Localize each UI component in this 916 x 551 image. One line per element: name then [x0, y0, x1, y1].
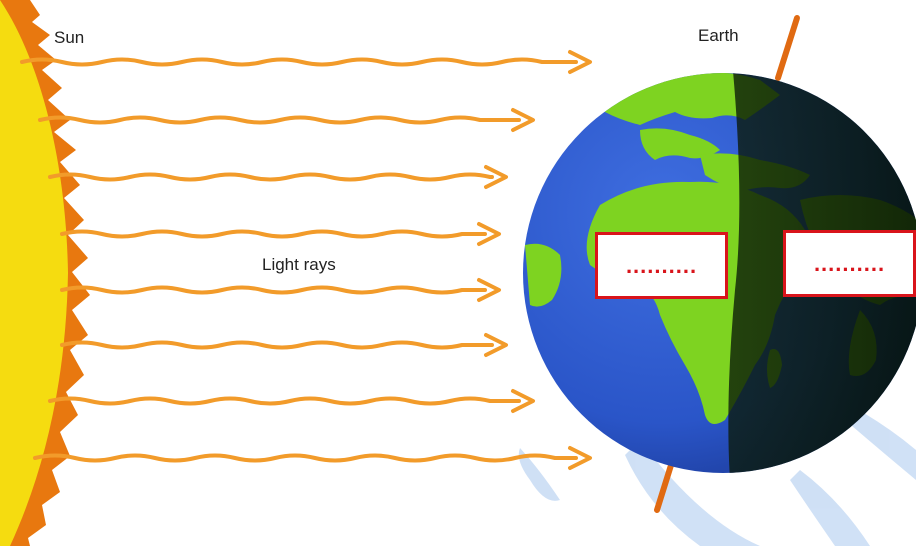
- light-ray-6: [60, 340, 494, 350]
- arrow-right-icon: [511, 108, 535, 132]
- light-ray-7: [48, 396, 521, 406]
- sun-core: [0, 0, 68, 546]
- arrow-right-icon: [511, 389, 535, 413]
- arrow-right-icon: [484, 333, 508, 357]
- light-ray-3: [48, 172, 494, 182]
- earth-axis-bottom: [654, 459, 675, 513]
- arrow-right-icon: [477, 278, 501, 302]
- light-rays: [20, 50, 592, 470]
- arrow-right-icon: [477, 222, 501, 246]
- earth-label: Earth: [698, 26, 739, 45]
- arrow-right-icon: [484, 165, 508, 189]
- arrow-right-icon: [568, 50, 592, 74]
- light-ray-2: [38, 115, 521, 125]
- day-side-blank[interactable]: ..........: [595, 232, 728, 299]
- light-ray-1: [20, 57, 578, 67]
- light-ray-8: [33, 453, 578, 463]
- light-ray-5: [60, 285, 487, 295]
- arrow-right-icon: [568, 446, 592, 470]
- sun-label: Sun: [54, 28, 85, 47]
- watermark: [518, 400, 916, 546]
- earth-axis-top: [775, 15, 800, 81]
- sun-icon: [0, 0, 90, 546]
- light-ray-4: [60, 229, 487, 239]
- night-side-blank[interactable]: ..........: [783, 230, 916, 297]
- light-rays-label: Light rays: [262, 255, 336, 274]
